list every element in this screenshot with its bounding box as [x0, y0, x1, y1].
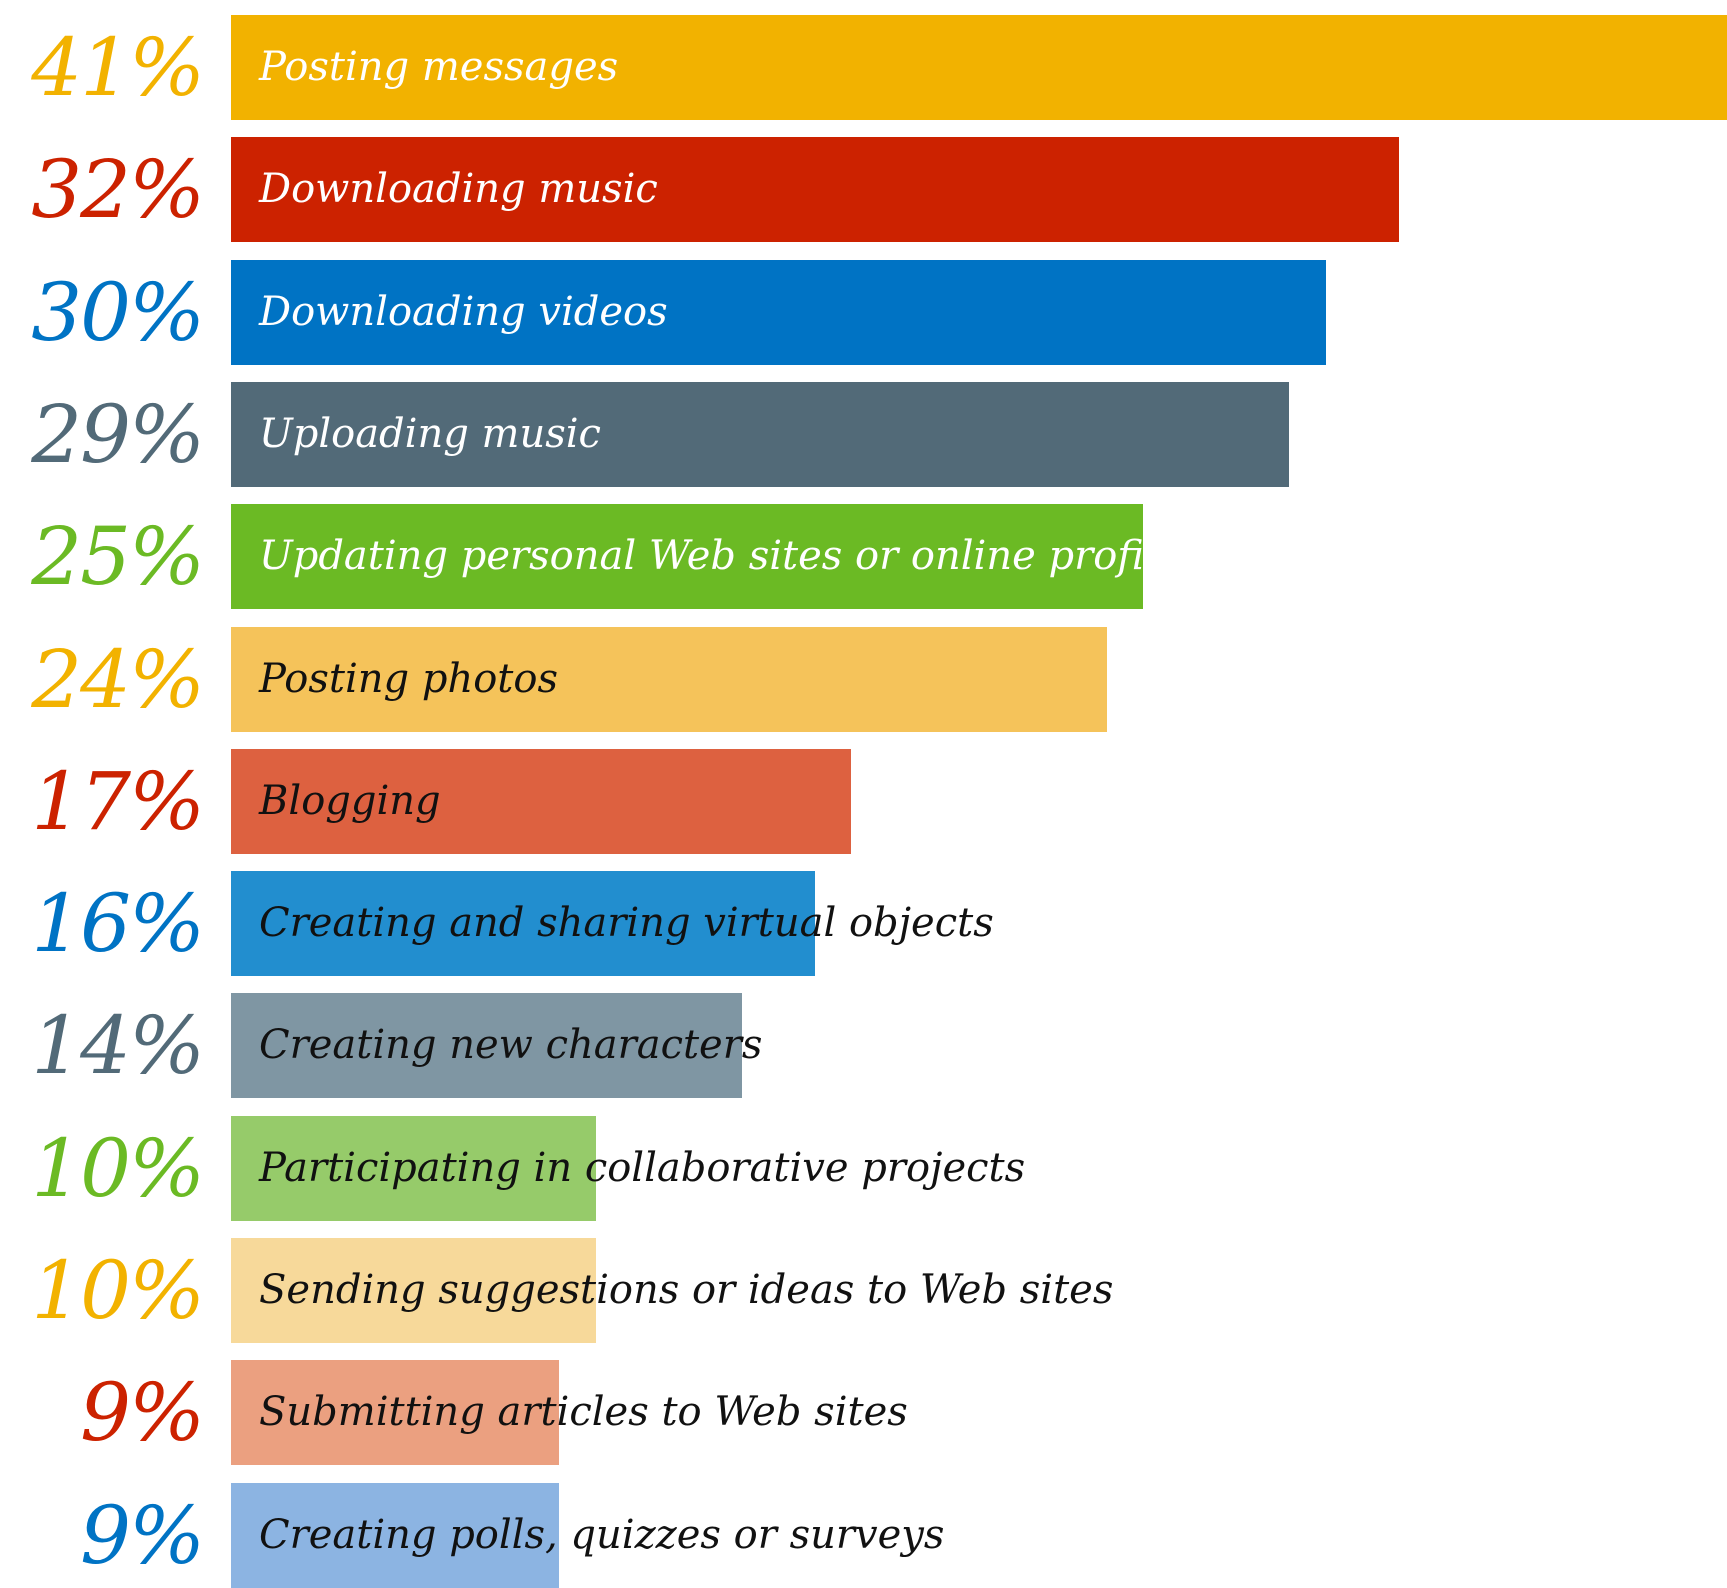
value-label: 41% — [31, 21, 205, 114]
bar — [231, 259, 1326, 365]
category-label: Sending suggestions or ideas to Web site… — [259, 1267, 1114, 1313]
bar — [231, 1238, 596, 1343]
bar-row: 10% Participating in collaborative projec… — [0, 1115, 1727, 1221]
bar — [231, 1115, 596, 1221]
category-label: Participating in collaborative projects — [259, 1144, 1026, 1191]
value-label: 10% — [31, 1121, 205, 1215]
bar-row: 14% Creating new characters — [0, 993, 1727, 1099]
value-label: 17% — [31, 754, 205, 848]
value-label: 32% — [31, 143, 205, 237]
bar — [231, 626, 1107, 732]
bar — [231, 871, 815, 977]
category-label: Creating and sharing virtual objects — [259, 900, 994, 947]
bar-row: 9% Creating polls, quizzes or surveys — [0, 1482, 1727, 1588]
category-label: Uploading music — [259, 410, 601, 457]
category-label: Submitting articles to Web sites — [259, 1389, 908, 1436]
bar-row: 16% Creating and sharing virtual objects — [0, 871, 1727, 977]
bar — [231, 381, 1290, 487]
value-label: 9% — [80, 1366, 205, 1460]
bar-row: 32% Downloading music — [0, 137, 1727, 243]
value-label: 24% — [31, 632, 205, 726]
category-label: Creating new characters — [259, 1022, 763, 1069]
bar-row: 24% Posting photos — [0, 626, 1727, 732]
category-label: Downloading videos — [259, 288, 668, 335]
value-label: 16% — [31, 877, 205, 971]
bar-row: 9% Submitting articles to Web sites — [0, 1360, 1727, 1466]
bar — [231, 993, 742, 1099]
category-label: Downloading music — [259, 166, 658, 213]
value-label: 9% — [80, 1488, 205, 1582]
bar — [231, 15, 1727, 120]
value-label: 29% — [31, 387, 205, 481]
category-label: Blogging — [259, 777, 441, 824]
value-label: 14% — [31, 999, 205, 1093]
category-label: Updating personal Web sites or online pr… — [259, 533, 1201, 580]
value-label: 30% — [31, 265, 205, 359]
bar-row: 17% Blogging — [0, 748, 1727, 854]
bar-row: 29% Uploading music — [0, 381, 1727, 487]
category-label: Creating polls, quizzes or surveys — [259, 1511, 945, 1558]
bar — [231, 504, 1144, 610]
bar — [231, 137, 1399, 243]
value-label: 10% — [31, 1244, 205, 1337]
value-label: 25% — [31, 510, 205, 604]
bar-row: 30% Downloading videos — [0, 259, 1727, 365]
bar-row: 41% Posting messages — [0, 15, 1727, 120]
bar — [231, 748, 852, 854]
bar — [231, 1482, 560, 1588]
category-label: Posting photos — [259, 655, 558, 702]
bar-row: 10% Sending suggestions or ideas to Web s… — [0, 1238, 1727, 1343]
bar-row: 25% Updating personal Web sites or online… — [0, 504, 1727, 610]
category-label: Posting messages — [259, 44, 619, 90]
bar — [231, 1360, 560, 1466]
